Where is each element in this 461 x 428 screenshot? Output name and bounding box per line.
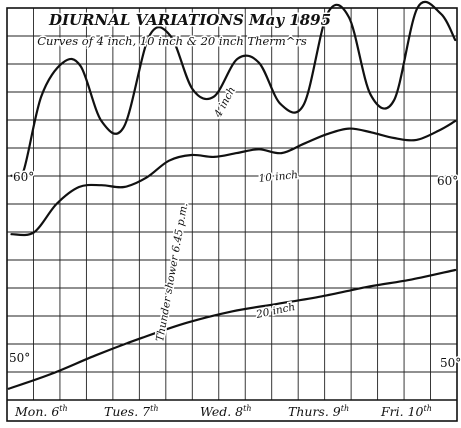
chart-title: DIURNAL VARIATIONS May 1895 <box>48 11 331 29</box>
series-line-4-inch <box>10 0 457 180</box>
day-label-fri-text: Fri. 10 <box>380 404 424 419</box>
day-label-tues: Tues. 7th <box>104 404 158 419</box>
curves <box>7 0 457 390</box>
day-label-wed: Wed. 8th <box>200 404 252 419</box>
series-line-20-inch <box>7 268 457 390</box>
day-label-fri-sup: th <box>424 404 432 413</box>
y-tick-label-60-left: 60° <box>13 170 34 184</box>
chart-frame <box>6 7 458 422</box>
grid <box>7 8 457 400</box>
day-label-tues-text: Tues. 7 <box>104 404 150 419</box>
day-label-tues-sup: th <box>150 404 158 413</box>
day-label-thurs-text: Thurs. 9 <box>288 404 341 419</box>
day-label-mon: Mon. 6th <box>14 404 68 419</box>
day-label-mon-sup: th <box>59 404 67 413</box>
y-tick-label-50-left: 50° <box>9 351 30 365</box>
chart-subtitle: Curves of 4 inch, 10 inch & 20 inch Ther… <box>37 34 307 48</box>
day-label-thurs: Thurs. 9th <box>288 404 349 419</box>
series-label-10-inch: 10 inch <box>258 169 299 185</box>
y-tick-label-60-right: 60° <box>437 174 458 188</box>
day-label-fri: Fri. 10th <box>380 404 432 419</box>
day-label-mon-text: Mon. 6 <box>14 404 59 419</box>
series-line-10-inch <box>10 120 457 237</box>
day-label-wed-sup: th <box>243 404 251 413</box>
day-label-thurs-sup: th <box>341 404 349 413</box>
day-label-wed-text: Wed. 8 <box>200 404 243 419</box>
y-tick-label-50-right: 50° <box>440 356 461 370</box>
